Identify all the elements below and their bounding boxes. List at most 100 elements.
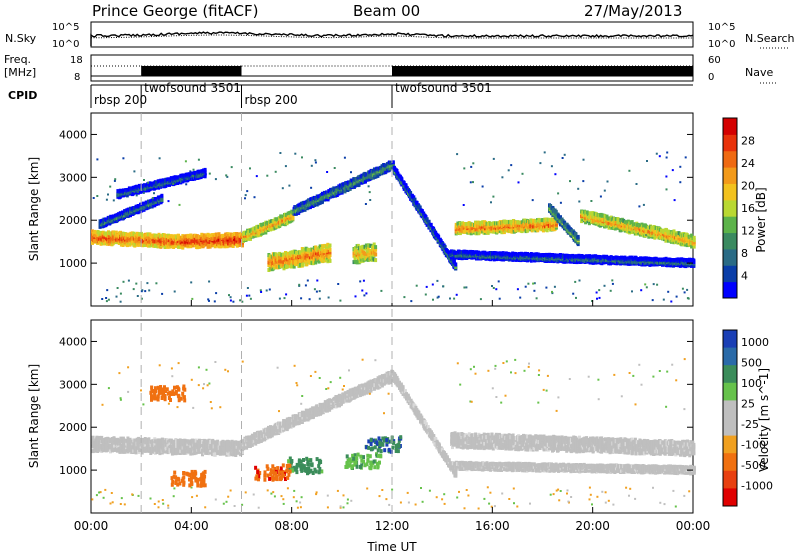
power-cell — [310, 252, 314, 257]
power-cell — [311, 254, 315, 259]
power-cell — [581, 212, 585, 217]
power-cell — [217, 234, 221, 239]
power-cell — [141, 233, 145, 238]
power-cell — [200, 232, 204, 237]
power-cell — [321, 253, 325, 258]
power-cell — [226, 234, 230, 239]
power-cell — [454, 222, 458, 227]
power-cell — [369, 243, 373, 248]
power-cell — [167, 235, 171, 240]
freq-tick-top: 18 — [70, 55, 83, 66]
power-cell — [154, 180, 158, 185]
power-cell — [503, 252, 507, 257]
power-cell — [534, 218, 538, 223]
power-cell — [301, 262, 305, 267]
power-cell — [131, 185, 135, 190]
power-cell — [273, 261, 276, 266]
power-cell — [195, 245, 199, 250]
power-cell — [121, 243, 125, 247]
nave-label: Nave — [745, 66, 773, 79]
power-cell — [328, 247, 332, 252]
power-cell — [364, 172, 367, 177]
power-cell — [535, 252, 539, 257]
power-cell — [167, 241, 171, 246]
power-cell — [314, 260, 318, 265]
power-cell — [458, 253, 462, 258]
power-cell — [510, 227, 514, 232]
power-cell — [257, 226, 261, 231]
power-cell — [412, 195, 416, 200]
power-cell — [319, 244, 323, 249]
power-cell — [202, 241, 206, 246]
power-cell — [114, 230, 118, 235]
power-cell — [202, 233, 206, 238]
power-cell — [471, 223, 475, 227]
power-cell — [321, 195, 324, 200]
power-cell — [203, 167, 207, 172]
power-cell — [434, 230, 438, 235]
power-cell — [257, 229, 261, 234]
power-cell — [551, 227, 554, 231]
power-cell — [112, 230, 116, 235]
nsky-label: N.Sky — [5, 32, 37, 45]
nave-tick-top: 60 — [708, 55, 721, 66]
power-cell — [591, 254, 595, 259]
power-cell — [614, 225, 618, 230]
freq-label-1: Freq. — [4, 53, 31, 66]
cpid-segment-label: twofsound 3501 — [395, 81, 492, 95]
power-cell — [545, 228, 549, 233]
power-cell — [532, 224, 536, 229]
power-cell — [622, 218, 626, 223]
power-cell — [559, 218, 562, 223]
power-cell — [138, 239, 142, 244]
power-cell — [538, 225, 542, 230]
power-cell — [241, 243, 244, 248]
power-cell — [424, 215, 428, 220]
power-cell — [574, 234, 578, 239]
power-cell — [273, 258, 276, 263]
power-cell — [134, 242, 138, 247]
power-cell — [601, 213, 605, 218]
power-cell — [141, 239, 145, 244]
power-cell — [197, 169, 201, 174]
power-cell — [153, 235, 157, 240]
power-cell — [522, 252, 525, 257]
power-cell — [278, 264, 282, 269]
power-cell — [148, 181, 152, 186]
power-cell — [374, 245, 378, 250]
power-cell — [443, 244, 447, 249]
power-cell — [280, 259, 284, 264]
power-cell — [206, 244, 210, 249]
power-cell — [273, 265, 276, 270]
power-cell — [134, 239, 138, 244]
power-cell — [692, 258, 696, 263]
power-cell — [202, 238, 206, 243]
power-cell — [581, 210, 585, 215]
power-cell — [563, 253, 567, 258]
power-cell — [270, 257, 274, 262]
power-cell — [348, 186, 352, 191]
power-cell — [321, 199, 324, 203]
power-cell — [264, 230, 268, 235]
power-cell — [242, 237, 246, 242]
power-cell — [396, 171, 400, 176]
power-cell — [257, 224, 261, 229]
power-cell — [614, 217, 618, 221]
power-cell — [420, 209, 424, 213]
power-cell — [484, 229, 487, 233]
nsearch-tick-bottom: 10^0 — [708, 39, 735, 50]
power-cell — [205, 234, 209, 239]
power-cell — [458, 226, 462, 231]
power-cell — [281, 263, 285, 268]
nsearch-label: N.Search — [745, 32, 795, 45]
power-cell — [125, 243, 129, 248]
power-cell — [458, 231, 462, 236]
power-cell — [167, 238, 171, 243]
power-cell — [454, 225, 458, 230]
power-cell — [107, 231, 111, 236]
power-cell — [107, 234, 111, 238]
power-cell — [614, 223, 618, 228]
power-cell — [673, 258, 677, 263]
power-cell — [634, 255, 638, 260]
power-cell — [358, 179, 362, 184]
